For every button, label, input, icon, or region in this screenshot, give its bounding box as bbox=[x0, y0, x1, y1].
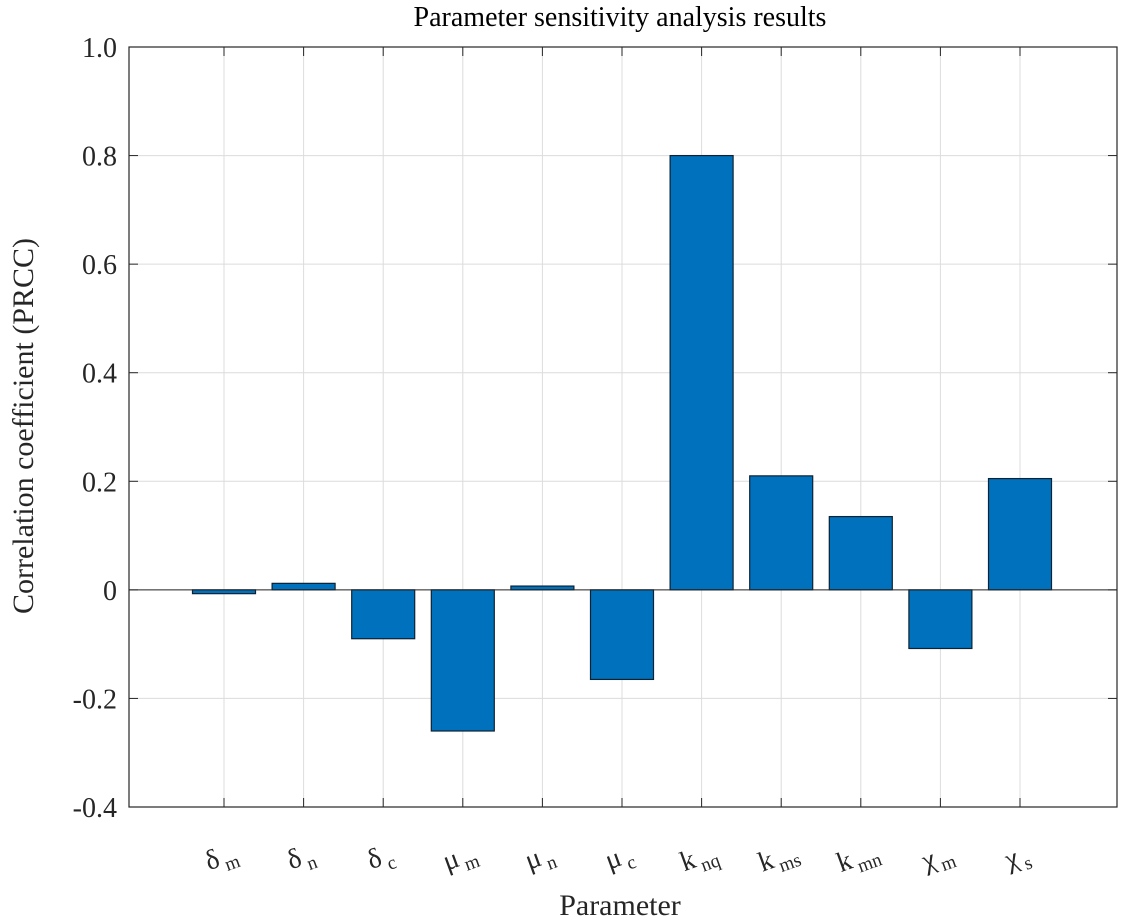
x-tick-symbol: k bbox=[754, 845, 778, 879]
y-tick-label: -0.2 bbox=[73, 684, 117, 715]
x-tick-subscript: m bbox=[222, 851, 243, 876]
y-tick-label: 0.4 bbox=[82, 359, 117, 390]
x-axis-label: Parameter bbox=[559, 889, 681, 922]
x-tick-subscript: ms bbox=[776, 850, 804, 877]
bar bbox=[191, 589, 257, 595]
x-tick-subscript: n bbox=[544, 851, 561, 874]
x-tick-label: δm bbox=[201, 837, 244, 882]
y-tick-label: 0 bbox=[103, 576, 117, 607]
y-tick-label: -0.4 bbox=[73, 793, 117, 824]
bar bbox=[987, 477, 1053, 591]
bar bbox=[908, 589, 973, 650]
x-tick-symbol: χ bbox=[1000, 842, 1024, 876]
chart-title: Parameter sensitivity analysis results bbox=[414, 2, 827, 33]
x-tick-label: χm bbox=[917, 837, 960, 882]
x-tick-subscript: nq bbox=[698, 850, 724, 876]
x-tick-label: δn bbox=[283, 838, 321, 881]
x-tick-subscript: n bbox=[304, 852, 321, 875]
x-tick-label: knq bbox=[676, 836, 724, 883]
x-tick-symbol: μ bbox=[439, 843, 464, 877]
x-tick-label: kmn bbox=[833, 835, 886, 883]
axes bbox=[128, 46, 1118, 808]
x-tick-subscript: mn bbox=[855, 849, 885, 877]
bar bbox=[749, 475, 814, 591]
grid bbox=[129, 46, 1117, 808]
x-tick-symbol: k bbox=[833, 845, 857, 879]
bar bbox=[589, 589, 655, 681]
x-tick-label: μn bbox=[521, 837, 561, 881]
x-tick-label: δc bbox=[363, 838, 399, 881]
y-tick-label: 0.8 bbox=[82, 142, 117, 173]
x-tick-subscript: m bbox=[462, 851, 483, 876]
x-tick-symbol: δ bbox=[363, 842, 386, 876]
plot-frame bbox=[128, 46, 1118, 808]
x-tick-label: kms bbox=[754, 836, 804, 884]
x-tick-subscript: m bbox=[938, 851, 959, 876]
x-tick-subscript: s bbox=[1021, 852, 1035, 874]
x-tick-label: μc bbox=[601, 838, 639, 881]
y-tick-label: 1.0 bbox=[82, 33, 117, 64]
x-tick-symbol: δ bbox=[283, 842, 306, 876]
x-tick-subscript: c bbox=[624, 852, 639, 875]
x-tick-symbol: k bbox=[676, 844, 700, 878]
bar bbox=[669, 154, 734, 591]
x-tick-subscript: c bbox=[384, 852, 399, 875]
y-tick-labels: -0.4 -0.2 0 0.2 0.4 0.6 0.8 1.0 bbox=[73, 33, 117, 824]
y-axis-label: Correlation coefficient (PRCC) bbox=[7, 238, 40, 614]
y-tick-label: 0.2 bbox=[82, 467, 117, 498]
bar bbox=[351, 589, 416, 640]
x-tick-symbol: δ bbox=[201, 843, 224, 877]
x-tick-symbol: μ bbox=[521, 842, 546, 876]
bar bbox=[430, 589, 495, 732]
bar bbox=[510, 585, 575, 591]
x-tick-symbol: μ bbox=[601, 842, 626, 876]
bars bbox=[191, 154, 1053, 732]
bar bbox=[271, 582, 336, 591]
x-tick-label: χs bbox=[1000, 838, 1036, 880]
x-tick-label: μm bbox=[439, 837, 483, 882]
y-tick-label: 0.6 bbox=[82, 250, 117, 281]
bar bbox=[828, 515, 893, 591]
x-tick-symbol: χ bbox=[917, 843, 941, 877]
x-tick-labels: δm δn δc μm μn μc knq kms kmn χm χs bbox=[201, 835, 1036, 884]
